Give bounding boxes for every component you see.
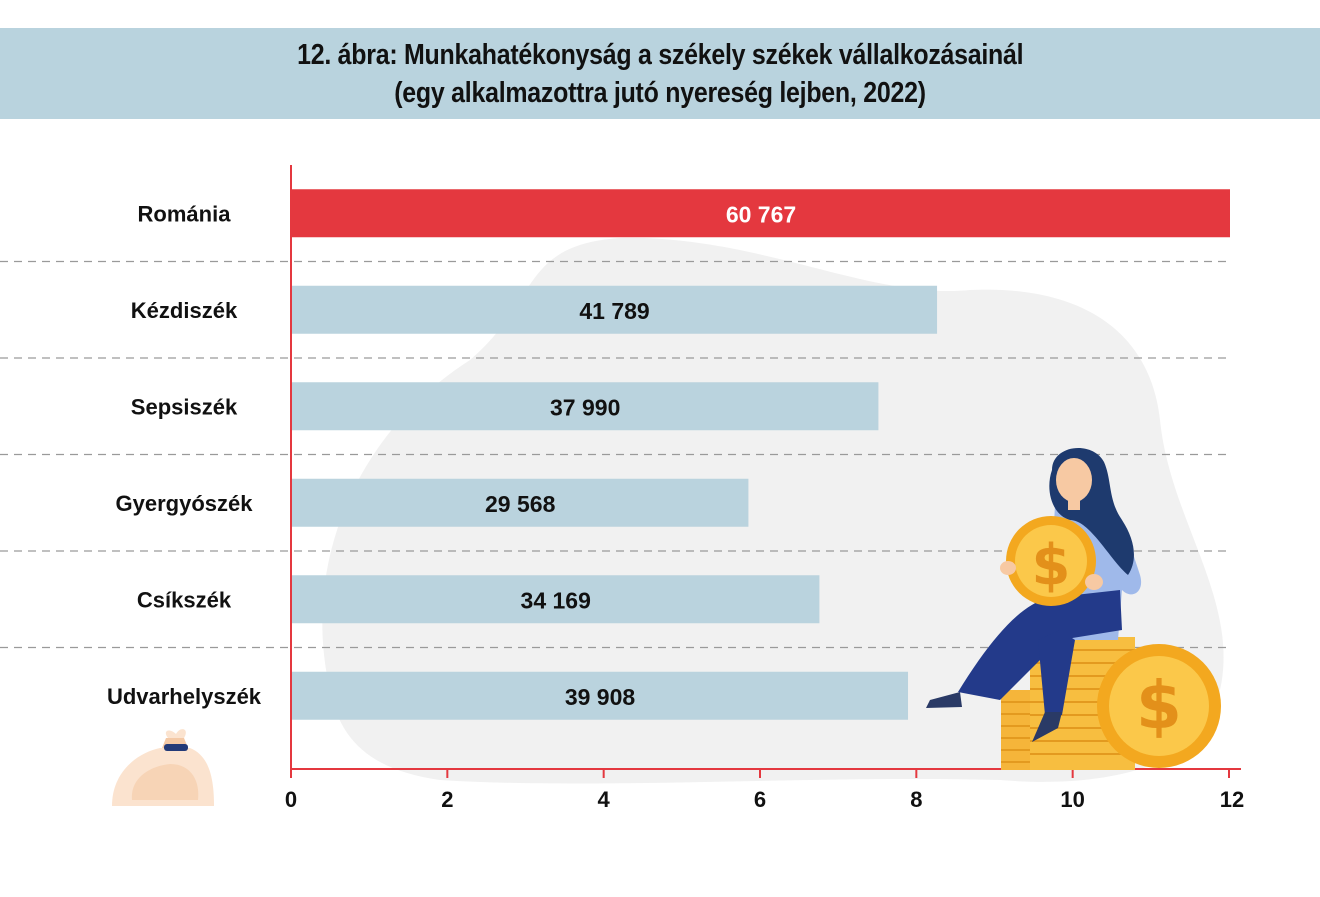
chart-subtitle: (egy alkalmazottra jutó nyereség lejben,… — [394, 76, 926, 109]
x-tick-label: 0 — [285, 787, 297, 812]
bar-0 — [292, 189, 1230, 238]
x-tick-label: 12 — [1220, 787, 1244, 812]
bar-5 — [292, 671, 909, 720]
bar-2 — [292, 382, 879, 431]
x-tick-label: 2 — [441, 787, 453, 812]
value-label: 29 568 — [485, 491, 556, 517]
value-label: 37 990 — [550, 394, 620, 420]
x-tick-label: 6 — [754, 787, 766, 812]
value-label: 41 789 — [579, 298, 649, 324]
bar-4 — [292, 575, 820, 624]
bar-1 — [292, 285, 938, 334]
chart-title: 12. ábra: Munkahatékonyság a székely szé… — [296, 38, 1024, 71]
title-band: 12. ábra: Munkahatékonyság a székely szé… — [0, 28, 1320, 119]
svg-text:$: $ — [1032, 533, 1071, 598]
x-tick-label: 4 — [598, 787, 611, 812]
x-tick-label: 10 — [1060, 787, 1084, 812]
category-label: Csíkszék — [137, 587, 232, 612]
category-label: Kézdiszék — [131, 298, 238, 323]
woman-on-coins-illustration: $ $ — [926, 448, 1221, 770]
x-tick-label: 8 — [910, 787, 922, 812]
bars — [292, 189, 1230, 720]
category-label: Románia — [138, 201, 232, 226]
svg-text:$: $ — [1136, 667, 1182, 744]
value-label: 60 767 — [726, 201, 796, 227]
bar-3 — [292, 478, 749, 527]
value-label: 34 169 — [521, 587, 591, 613]
category-label: Sepsiszék — [131, 394, 238, 419]
value-label: 39 908 — [565, 684, 636, 710]
x-axis-ticks: 0 2 4 6 8 10 12 — [285, 769, 1244, 812]
category-label: Udvarhelyszék — [107, 684, 262, 709]
money-bag-illustration — [112, 729, 214, 806]
value-labels: 60 767 41 789 37 990 29 568 34 169 39 908 — [485, 201, 796, 710]
category-label: Gyergyószék — [116, 491, 254, 516]
category-labels: Románia Kézdiszék Sepsiszék Gyergyószék Csík… — [107, 201, 262, 709]
